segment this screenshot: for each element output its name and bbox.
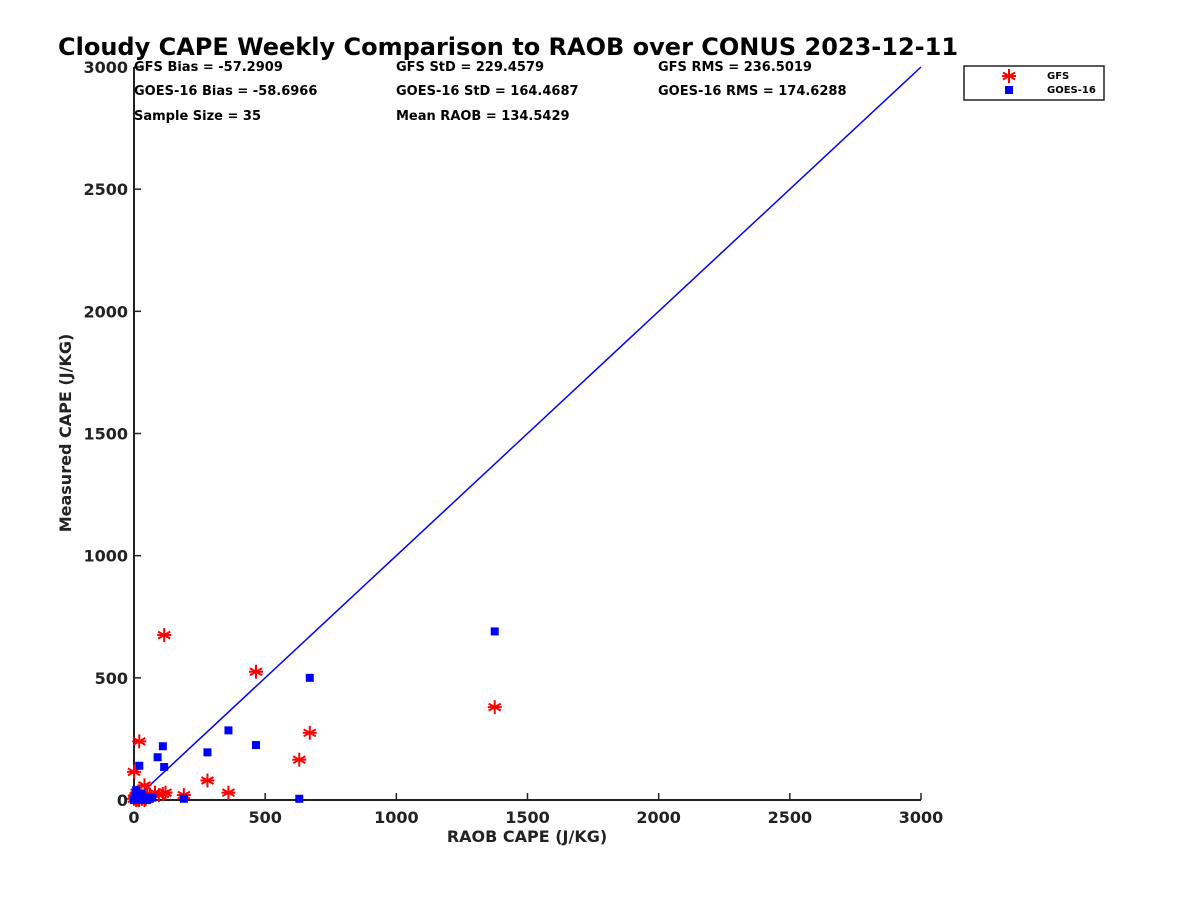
x-axis-label: RAOB CAPE (J/KG) [447, 827, 607, 846]
x-tick-label: 0 [128, 808, 139, 827]
gfs-point [292, 752, 307, 767]
goes-rms-text: GOES-16 RMS = 174.6288 [658, 84, 847, 99]
y-tick-label: 3000 [83, 58, 128, 77]
y-tick-label: 2500 [83, 180, 128, 199]
gfs-series [127, 628, 502, 807]
x-tick-label: 3000 [899, 808, 944, 827]
goes-std-text: GOES-16 StD = 164.4687 [396, 84, 579, 99]
legend: GFS GOES-16 [963, 65, 1105, 101]
gfs-bias-text: GFS Bias = -57.2909 [134, 60, 283, 75]
goes-16-point [160, 763, 169, 772]
y-tick-label: 1500 [83, 425, 128, 444]
x-tick-label: 2500 [768, 808, 813, 827]
x-tick-label: 500 [248, 808, 281, 827]
statistics-block: GFS Bias = -57.2909 GOES-16 Bias = -58.6… [134, 60, 847, 124]
y-tick-label: 500 [95, 669, 128, 688]
x-tick-label: 1000 [374, 808, 419, 827]
legend-goes-label: GOES-16 [1047, 85, 1096, 96]
sample-size-text: Sample Size = 35 [134, 109, 261, 124]
y-axis-ticks: 0 500 1000 1500 2000 2500 3000 [83, 58, 141, 810]
gfs-point [248, 664, 263, 679]
gfs-point [132, 734, 147, 749]
mean-raob-text: Mean RAOB = 134.5429 [396, 109, 570, 124]
goes-16-point [132, 786, 141, 795]
gfs-point [158, 785, 173, 800]
legend-gfs-label: GFS [1047, 71, 1069, 82]
one-to-one-reference-line [133, 66, 922, 801]
goes-16-point [179, 794, 188, 803]
x-tick-label: 2000 [636, 808, 681, 827]
goes-16-point [203, 748, 212, 757]
goes-16-point [153, 753, 162, 762]
chart-title: Cloudy CAPE Weekly Comparison to RAOB ov… [58, 33, 958, 61]
gfs-rms-text: GFS RMS = 236.5019 [658, 60, 812, 75]
legend-goes-marker [1005, 86, 1013, 94]
goes-16-point [295, 794, 304, 803]
y-axis-label: Measured CAPE (J/KG) [56, 334, 75, 533]
goes-16-point [490, 627, 499, 636]
goes-16-point [251, 741, 260, 750]
gfs-point [487, 700, 502, 715]
gfs-std-text: GFS StD = 229.4579 [396, 60, 544, 75]
gfs-point [302, 725, 317, 740]
legend-gfs-asterisk [1002, 69, 1016, 83]
goes-16-point [305, 673, 314, 682]
y-tick-label: 2000 [83, 302, 128, 321]
legend-box [963, 65, 1105, 101]
gfs-point [157, 628, 172, 643]
goes-16-series [130, 627, 499, 804]
x-axis-ticks: 0 500 1000 1500 2000 2500 3000 [128, 793, 943, 827]
goes-16-point [224, 726, 233, 735]
x-tick-label: 1500 [505, 808, 550, 827]
y-tick-label: 0 [117, 791, 128, 810]
goes-16-point [158, 742, 167, 751]
goes-16-point [148, 793, 157, 802]
plot-area: 0 500 1000 1500 2000 2500 3000 0 500 1000 1500 200… [83, 58, 943, 827]
legend-gfs-marker [1002, 69, 1016, 83]
goes-bias-text: GOES-16 Bias = -58.6966 [134, 84, 317, 99]
gfs-point [221, 785, 236, 800]
y-tick-label: 1000 [83, 547, 128, 566]
gfs-point [200, 773, 215, 788]
goes-16-point [135, 761, 144, 770]
